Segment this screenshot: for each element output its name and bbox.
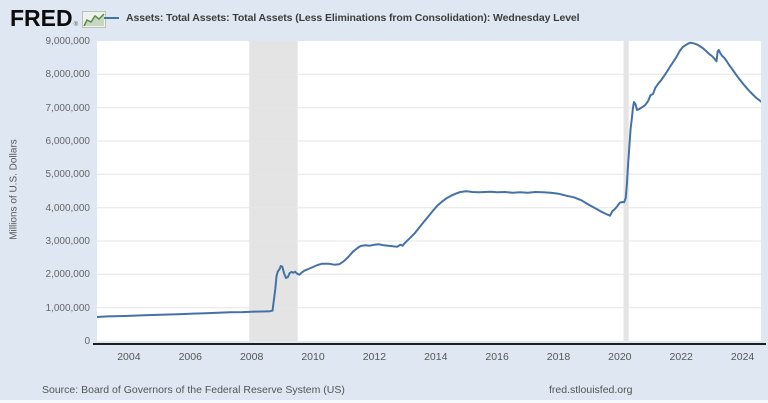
y-tick-label: 2,000,000 — [45, 269, 91, 281]
y-tick-label: 8,000,000 — [45, 69, 91, 81]
y-tick-label: 6,000,000 — [45, 136, 91, 147]
x-tick-label: 2018 — [546, 351, 571, 363]
x-tick-label: 2024 — [730, 351, 755, 363]
recession-band — [249, 41, 298, 341]
fred-logo-chart-icon — [82, 11, 107, 33]
bottom-edge-strip — [0, 400, 768, 403]
data-line — [97, 41, 761, 318]
y-tick-label: 4,000,000 — [45, 202, 91, 214]
y-tick-label: 5,000,000 — [45, 169, 91, 181]
y-tick-label: 9,000,000 — [45, 36, 91, 47]
chart-svg — [97, 41, 761, 341]
x-tick-label: 2010 — [301, 351, 325, 363]
x-tick-label: 2008 — [239, 351, 264, 363]
y-axis-title: Millions of U.S. Dollars — [8, 139, 20, 240]
y-tick-label: 3,000,000 — [45, 236, 91, 247]
x-tick-label: 2022 — [669, 351, 693, 363]
fred-site-link[interactable]: fred.stlouisfed.org — [549, 384, 633, 396]
source-attribution: Source: Board of Governors of the Federa… — [42, 384, 345, 396]
legend-line-swatch — [104, 17, 119, 19]
series-legend-label: Assets: Total Assets: Total Assets (Less… — [126, 12, 580, 24]
x-tick-label: 2016 — [485, 351, 509, 363]
x-tick-label: 2014 — [424, 351, 448, 363]
x-tick-label: 2006 — [178, 351, 202, 363]
x-axis-line — [93, 343, 766, 345]
y-tick-label: 1,000,000 — [45, 302, 91, 314]
chart-legend: Assets: Total Assets: Total Assets (Less… — [104, 12, 744, 24]
y-tick-label: 0 — [84, 336, 90, 347]
x-tick-label: 2012 — [362, 351, 387, 363]
registered-trademark-symbol: ® — [73, 22, 79, 28]
fred-logo[interactable]: FRED ® — [10, 5, 107, 33]
chart-plot-area[interactable] — [97, 41, 761, 341]
x-tick-label: 2004 — [117, 351, 141, 363]
y-tick-label: 7,000,000 — [45, 102, 91, 114]
x-tick-label: 2020 — [608, 351, 632, 363]
fred-logo-text: FRED — [10, 5, 73, 31]
